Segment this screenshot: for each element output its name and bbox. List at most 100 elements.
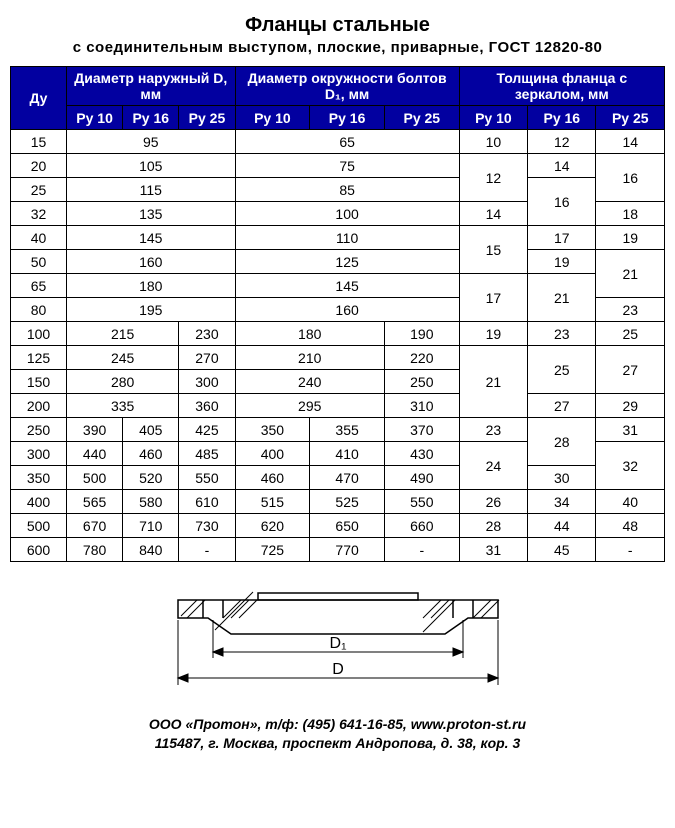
cell: 17	[528, 226, 596, 250]
footer-line2: 115487, г. Москва, проспект Андропова, д…	[10, 734, 665, 753]
cell: 95	[67, 130, 236, 154]
cell: 725	[235, 538, 310, 562]
cell: 85	[235, 178, 459, 202]
cell: 32	[596, 442, 665, 490]
cell: 21	[459, 346, 527, 418]
cell: 350	[235, 418, 310, 442]
cell: 31	[596, 418, 665, 442]
table-row: 350 500 520 550 460 470 490 30	[11, 466, 665, 490]
cell: 40	[596, 490, 665, 514]
table-row: 125 245 270 210 220 21 25 27	[11, 346, 665, 370]
flange-table: Ду Диаметр наружный D, мм Диаметр окружн…	[10, 66, 665, 562]
cell: 110	[235, 226, 459, 250]
cell: -	[384, 538, 459, 562]
cell: 210	[235, 346, 384, 370]
table-row: 65 180 145 17 21	[11, 274, 665, 298]
cell: 14	[596, 130, 665, 154]
cell: 250	[11, 418, 67, 442]
table-row: 400 565 580 610 515 525 550 26 34 40	[11, 490, 665, 514]
cell: 14	[528, 154, 596, 178]
header-sub: Ру 10	[459, 106, 527, 130]
cell: 125	[235, 250, 459, 274]
cell: 19	[596, 226, 665, 250]
cell: 100	[11, 322, 67, 346]
cell: 20	[11, 154, 67, 178]
cell: 440	[67, 442, 123, 466]
table-row: 500 670 710 730 620 650 660 28 44 48	[11, 514, 665, 538]
cell: 48	[596, 514, 665, 538]
cell: 44	[528, 514, 596, 538]
cell: 500	[11, 514, 67, 538]
cell: 220	[384, 346, 459, 370]
cell: 21	[528, 274, 596, 322]
cell: 350	[11, 466, 67, 490]
cell: 80	[11, 298, 67, 322]
cell: 300	[11, 442, 67, 466]
cell: 16	[596, 154, 665, 202]
header-group-d: Диаметр наружный D, мм	[67, 67, 236, 106]
cell: -	[596, 538, 665, 562]
cell: 410	[310, 442, 385, 466]
cell: 600	[11, 538, 67, 562]
cell: 660	[384, 514, 459, 538]
header-sub: Ру 10	[235, 106, 310, 130]
cell: 27	[596, 346, 665, 394]
cell: 280	[67, 370, 179, 394]
cell: 23	[596, 298, 665, 322]
cell: 460	[123, 442, 179, 466]
cell: 520	[123, 466, 179, 490]
table-row: 100 215 230 180 190 19 23 25	[11, 322, 665, 346]
cell: 370	[384, 418, 459, 442]
cell: 23	[459, 418, 527, 442]
cell: 400	[11, 490, 67, 514]
cell: 145	[67, 226, 236, 250]
d-label: D	[332, 661, 344, 678]
cell: 75	[235, 154, 459, 178]
cell: 710	[123, 514, 179, 538]
cell: 405	[123, 418, 179, 442]
cell: 45	[528, 538, 596, 562]
header-sub: Ру 16	[123, 106, 179, 130]
cell: 34	[528, 490, 596, 514]
cell: 12	[528, 130, 596, 154]
cell: 515	[235, 490, 310, 514]
cell: 610	[179, 490, 235, 514]
cell: 620	[235, 514, 310, 538]
cell: 195	[67, 298, 236, 322]
cell: 31	[459, 538, 527, 562]
table-row: 50 160 125 19 21	[11, 250, 665, 274]
header-group-d1: Диаметр окружности болтов D₁, мм	[235, 67, 459, 106]
cell: 24	[459, 442, 527, 490]
cell: 250	[384, 370, 459, 394]
header-sub: Ру 16	[310, 106, 385, 130]
cell: 550	[384, 490, 459, 514]
cell: 470	[310, 466, 385, 490]
cell: 25	[528, 346, 596, 394]
cell: 18	[596, 202, 665, 226]
cell: 27	[528, 394, 596, 418]
cell: 360	[179, 394, 235, 418]
cell: 425	[179, 418, 235, 442]
cell: 390	[67, 418, 123, 442]
cell: 40	[11, 226, 67, 250]
cell: 550	[179, 466, 235, 490]
cell: 135	[67, 202, 236, 226]
cell: -	[179, 538, 235, 562]
cell: 28	[528, 418, 596, 466]
cell: 650	[310, 514, 385, 538]
header-sub: Ру 25	[596, 106, 665, 130]
cell: 355	[310, 418, 385, 442]
cell: 125	[11, 346, 67, 370]
cell: 29	[596, 394, 665, 418]
cell: 150	[11, 370, 67, 394]
header-group-t: Толщина фланца с зеркалом, мм	[459, 67, 664, 106]
cell: 335	[67, 394, 179, 418]
cell: 780	[67, 538, 123, 562]
flange-diagram: D₁ D	[10, 580, 665, 705]
cell: 525	[310, 490, 385, 514]
table-row: 15 95 65 10 12 14	[11, 130, 665, 154]
cell: 670	[67, 514, 123, 538]
cell: 65	[11, 274, 67, 298]
cell: 145	[235, 274, 459, 298]
cell: 50	[11, 250, 67, 274]
